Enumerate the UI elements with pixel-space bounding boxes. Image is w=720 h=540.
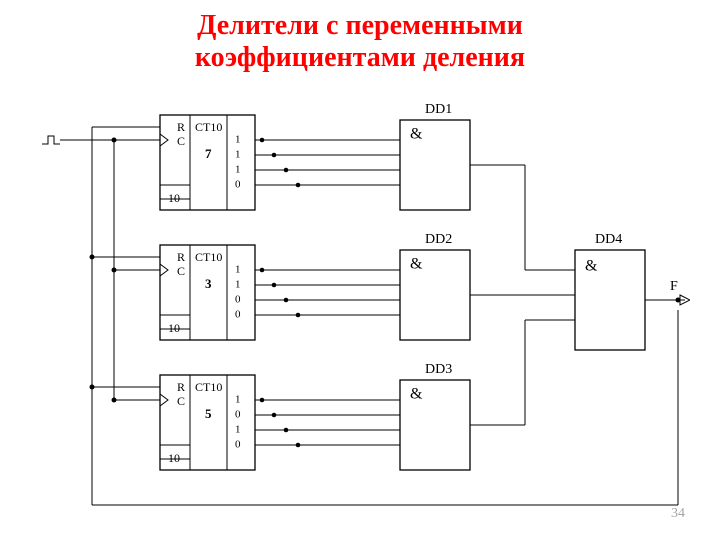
svg-text:3: 3 (205, 276, 212, 291)
svg-text:10: 10 (168, 191, 180, 205)
and-gate-1: DD1 & (400, 102, 525, 270)
and-gate-2: DD2 & (400, 232, 575, 340)
counter-2: R C CT10 3 10 1 1 0 0 (160, 245, 400, 340)
svg-text:C: C (177, 264, 185, 278)
svg-text:CT10: CT10 (195, 120, 222, 134)
svg-text:CT10: CT10 (195, 380, 222, 394)
page-title: Делители с переменными коэффициентами де… (0, 10, 720, 74)
svg-text:C: C (177, 394, 185, 408)
svg-text:0: 0 (235, 439, 241, 451)
counter-3: R C CT10 5 10 1 0 1 0 (160, 375, 400, 470)
svg-text:10: 10 (168, 451, 180, 465)
svg-text:R: R (177, 120, 185, 134)
svg-text:1: 1 (235, 279, 241, 291)
svg-text:&: & (585, 258, 598, 275)
svg-text:DD2: DD2 (425, 232, 452, 247)
svg-text:F: F (670, 279, 678, 294)
circuit-diagram: R C CT10 7 10 1 1 1 0 DD1 & R C CT10 3 1 (30, 90, 690, 520)
svg-text:1: 1 (235, 164, 241, 176)
svg-text:CT10: CT10 (195, 250, 222, 264)
counter-1: R C CT10 7 10 1 1 1 0 (160, 115, 400, 210)
svg-text:1: 1 (235, 394, 241, 406)
svg-text:DD1: DD1 (425, 102, 452, 117)
svg-text:R: R (177, 380, 185, 394)
svg-text:0: 0 (235, 309, 241, 321)
svg-text:0: 0 (235, 294, 241, 306)
svg-text:7: 7 (205, 146, 212, 161)
svg-text:1: 1 (235, 424, 241, 436)
svg-text:R: R (177, 250, 185, 264)
svg-text:1: 1 (235, 264, 241, 276)
svg-text:&: & (410, 126, 423, 143)
and-gate-4: DD4 & F (525, 232, 690, 350)
svg-text:&: & (410, 386, 423, 403)
title-line-2: коэффициентами деления (195, 42, 525, 73)
title-line-1: Делители с переменными (197, 10, 523, 41)
svg-text:5: 5 (205, 406, 212, 421)
svg-text:0: 0 (235, 409, 241, 421)
svg-text:0: 0 (235, 179, 241, 191)
svg-text:10: 10 (168, 321, 180, 335)
and-gate-3: DD3 & (400, 320, 525, 470)
svg-text:DD4: DD4 (595, 232, 622, 247)
svg-text:DD3: DD3 (425, 362, 452, 377)
svg-text:1: 1 (235, 149, 241, 161)
svg-text:&: & (410, 256, 423, 273)
svg-text:1: 1 (235, 134, 241, 146)
svg-text:C: C (177, 134, 185, 148)
